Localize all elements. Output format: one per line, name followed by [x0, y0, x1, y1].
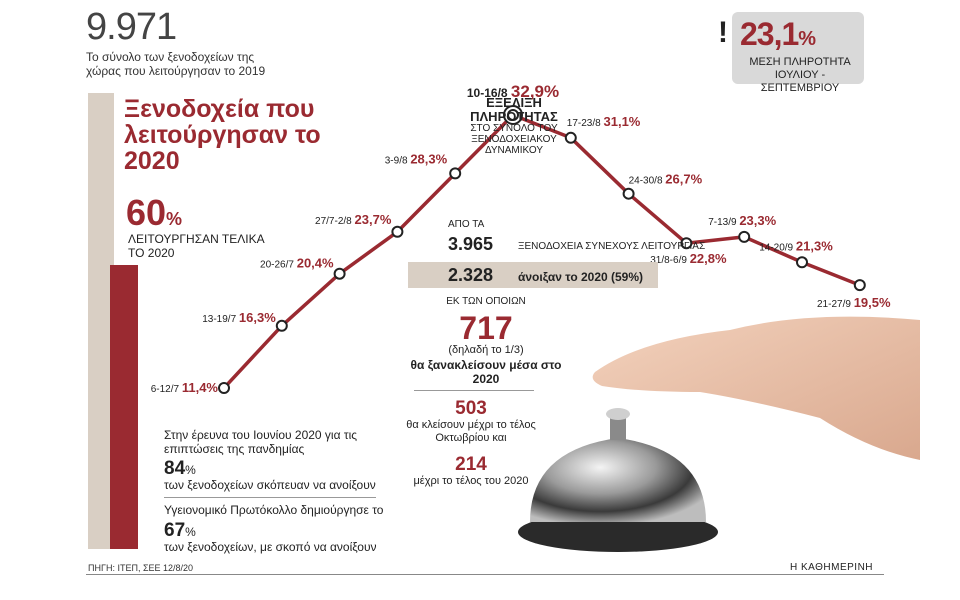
value-label: 11,4%: [182, 380, 219, 395]
tick-label: 14-20/9: [759, 242, 796, 253]
value-label: 31,1%: [604, 114, 641, 129]
operated-hotels-bar: [110, 265, 138, 549]
divider: [164, 497, 376, 498]
value-label: 26,7%: [665, 172, 702, 187]
survey-intro: Στην έρευνα του Ιουνίου 2020 για τις επι…: [164, 428, 358, 456]
stat-2328-desc: άνοιξαν το 2020 (59%): [518, 270, 644, 284]
stat-717-sub: (δηλαδή το 1/3): [448, 344, 524, 356]
stat-2328: 2.328: [448, 265, 494, 285]
stat-717-desc: θα ξανακλείσουν μέσα στο 2020: [410, 358, 562, 386]
pct-84-desc: των ξενοδοχείων σκόπευαν να ανοίξουν: [164, 478, 376, 492]
data-label: 3-9/8 28,3%: [385, 151, 448, 166]
value-label: 28,3%: [410, 151, 447, 166]
pct-67-desc: των ξενοδοχείων, με σκοπό να ανοίξουν: [164, 540, 377, 554]
tick-label: 6-12/7: [151, 384, 182, 395]
tick-label: 24-30/8: [629, 176, 666, 187]
stat-3965: 3.965: [448, 234, 494, 254]
hotel-bell-illustration: [518, 316, 920, 552]
data-label: 10-16/8 32,9%: [467, 82, 559, 101]
hand-pointing: [592, 316, 920, 460]
value-label: 16,3%: [239, 310, 276, 325]
divider: [414, 390, 534, 391]
bell-dome: [530, 438, 706, 522]
pct-operated-desc: ΛΕΙΤΟΥΡΓΗΣΑΝ ΤΕΛΙΚΑ ΤΟ 2020: [128, 232, 264, 260]
chart-title: ΕΞΕΛΙΞΗ ΠΛΗΡΟΤΗΤΑΣ: [470, 95, 558, 124]
exclamation-icon: !: [718, 16, 728, 49]
data-label: 14-20/9 21,3%: [759, 238, 833, 253]
average-desc: ΜΕΣΗ ΠΛΗΡΟΤΗΤΑ ΙΟΥΛΙΟΥ - ΣΕΠΤΕΜΒΡΙΟΥ: [749, 56, 851, 94]
pct-84: 84%: [164, 458, 196, 479]
tick-label: 27/7-2/8: [315, 216, 354, 227]
data-point: [622, 187, 635, 200]
data-point: [507, 108, 519, 121]
protocol-intro: Υγειονομικό Πρωτόκολλο δημιούργησε το: [164, 503, 384, 517]
source-note: ΠΗΓΗ: ΙΤΕΠ, ΣΕΕ 12/8/20: [88, 563, 194, 573]
value-label: 20,4%: [297, 256, 334, 271]
highlight-box: [408, 262, 658, 288]
pct-67: 67%: [164, 520, 196, 541]
value-label: 23,3%: [739, 213, 776, 228]
brand-label: Η ΚΑΘΗΜΕΡΙΝΗ: [790, 562, 874, 573]
data-point: [218, 382, 230, 394]
stat-214: 214: [455, 454, 487, 475]
value-label: 19,5%: [854, 295, 891, 310]
tick-label: 3-9/8: [385, 155, 411, 166]
data-label: 6-12/7 11,4%: [151, 380, 219, 395]
data-point: [564, 131, 577, 144]
average-value: 23,1%: [740, 16, 816, 52]
stat-214-desc: μέχρι το τέλος του 2020: [413, 475, 529, 487]
total-hotels-desc: Το σύνολο των ξενοδοχείων της χώρας που …: [86, 50, 266, 78]
footer-divider: [86, 574, 884, 575]
total-hotels-number: 9.971: [86, 6, 177, 48]
tick-label: 20-26/7: [260, 260, 297, 271]
data-label: 21-27/9 19,5%: [817, 295, 891, 310]
data-label: 7-13/9 23,3%: [708, 213, 776, 228]
panel-title: Ξενοδοχεία που λειτούργησαν το 2020: [124, 95, 321, 175]
data-point: [796, 256, 808, 269]
data-label: 24-30/8 26,7%: [629, 172, 703, 187]
stat-503: 503: [455, 398, 487, 419]
stat-717: 717: [459, 310, 513, 346]
data-point: [275, 319, 288, 332]
from-label: ΑΠΟ ΤΑ: [448, 219, 485, 230]
bell-button: [606, 408, 630, 420]
data-label: 27/7-2/8 23,7%: [315, 212, 392, 227]
stat-3965-desc: ΞΕΝΟΔΟΧΕΙΑ ΣΥΝΕΧΟΥΣ ΛΕΙΤΟΥΡΓΙΑΣ: [518, 241, 706, 252]
tick-label: 10-16/8: [467, 86, 511, 100]
tick-label: 31/8-6/9: [650, 255, 689, 266]
data-point: [333, 267, 346, 280]
of-which-label: ΕΚ ΤΩΝ ΟΠΟΙΩΝ: [446, 296, 526, 307]
total-hotels-bar: [88, 93, 114, 549]
data-label: 13-19/7 16,3%: [202, 310, 276, 325]
value-label: 23,7%: [355, 212, 392, 227]
occupancy-series-line: [222, 113, 861, 390]
pct-operated: 60%: [126, 192, 183, 233]
value-label: 22,8%: [690, 251, 727, 266]
data-point: [853, 279, 866, 292]
data-point: [391, 225, 404, 238]
bell-stem: [610, 416, 626, 440]
value-label: 32,9%: [511, 82, 559, 101]
data-label: 20-26/7 20,4%: [260, 256, 334, 271]
data-label: 31/8-6/9 22,8%: [650, 251, 727, 266]
data-point: [738, 230, 751, 243]
value-label: 21,3%: [796, 238, 833, 253]
tick-label: 17-23/8: [567, 118, 604, 129]
data-point: [680, 237, 693, 250]
tick-label: 13-19/7: [202, 314, 239, 325]
data-label: 17-23/8 31,1%: [567, 114, 641, 129]
tick-label: 21-27/9: [817, 299, 854, 310]
stat-503-desc: θα κλείσουν μέχρι το τέλος Οκτωβρίου και: [406, 419, 536, 444]
chart-subtitle: ΣΤΟ ΣΥΝΟΛΟ ΤΟΥ ΞΕΝΟΔΟΧΕΙΑΚΟΥ ΔΥΝΑΜΙΚΟΥ: [470, 123, 558, 156]
tick-label: 7-13/9: [708, 217, 739, 228]
average-box: [732, 12, 864, 84]
data-point: [449, 167, 462, 180]
